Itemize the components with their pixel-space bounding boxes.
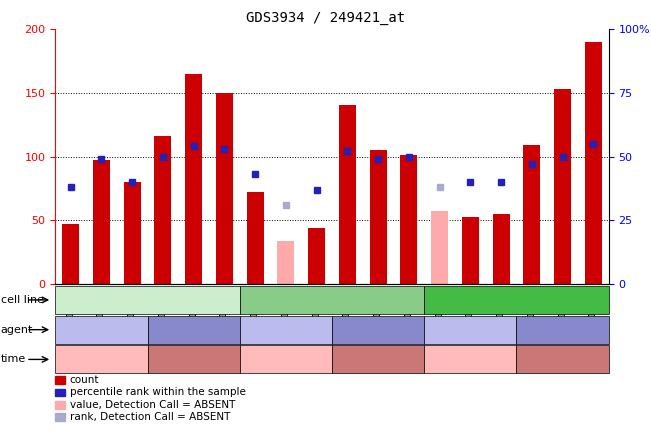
Text: 12 hrs: 12 hrs [545,354,580,365]
Text: 0 hrs: 0 hrs [272,354,300,365]
Text: VND6 transformed: VND6 transformed [280,295,384,305]
Bar [493,214,510,284]
Text: percentile rank within the sample: percentile rank within the sample [70,388,245,397]
Bar [585,42,602,284]
Bar [308,228,325,284]
Bar [431,211,448,284]
Bar [154,136,171,284]
Bar [554,89,571,284]
Text: untreated: untreated [74,325,129,335]
Text: estrogen: estrogen [169,325,218,335]
Text: untreated: untreated [443,325,498,335]
Text: value, Detection Call = ABSENT: value, Detection Call = ABSENT [70,400,235,410]
Bar [124,182,141,284]
Text: 12 hrs: 12 hrs [176,354,211,365]
Bar [339,106,356,284]
Bar [247,192,264,284]
Text: estrogen: estrogen [353,325,403,335]
Text: 0 hrs: 0 hrs [87,354,115,365]
Bar [216,93,233,284]
Text: time: time [1,354,26,365]
Text: count: count [70,375,99,385]
Text: wild type control: wild type control [101,295,194,305]
Bar [400,155,417,284]
Bar [523,145,540,284]
Text: rank, Detection Call = ABSENT: rank, Detection Call = ABSENT [70,412,230,422]
Text: estrogen: estrogen [538,325,587,335]
Bar [186,74,202,284]
Text: GDS3934 / 249421_at: GDS3934 / 249421_at [246,11,405,25]
Text: 12 hrs: 12 hrs [361,354,396,365]
Bar [462,217,478,284]
Text: untreated: untreated [258,325,314,335]
Text: 0 hrs: 0 hrs [456,354,484,365]
Bar [93,160,110,284]
Bar [370,150,387,284]
Text: agent: agent [1,325,33,335]
Text: cell line: cell line [1,295,44,305]
Bar [277,241,294,284]
Text: SND1 transformed: SND1 transformed [465,295,568,305]
Bar [62,224,79,284]
